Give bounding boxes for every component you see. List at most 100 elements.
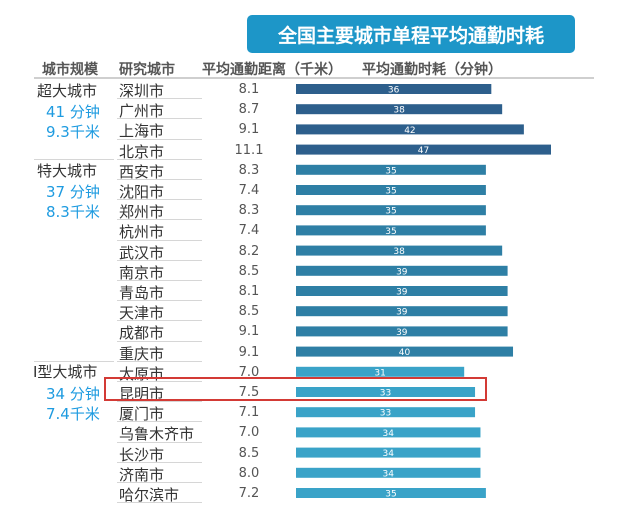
bar-value-label: 34	[383, 469, 395, 479]
distance-value: 8.3	[238, 162, 260, 178]
header-city: 研究城市	[119, 62, 175, 78]
distance-value: 7.2	[238, 486, 260, 501]
bar	[296, 205, 486, 216]
city-label: 哈尔滨市	[119, 486, 180, 504]
city-label: 天津市	[119, 304, 165, 323]
distance-value: 9.1	[238, 344, 260, 360]
row-divider	[117, 259, 202, 261]
row-divider	[117, 360, 202, 362]
bar-value-label: 39	[396, 288, 408, 298]
bar	[296, 306, 508, 317]
tier-time-megacity: 41 分钟	[46, 103, 100, 121]
bar	[296, 265, 508, 276]
row-divider	[117, 441, 202, 443]
bar	[296, 225, 486, 236]
row-divider	[117, 179, 202, 180]
bar	[296, 366, 465, 377]
row-divider	[117, 158, 202, 160]
bar-value-label: 35	[385, 227, 396, 237]
city-label: 青岛市	[119, 284, 165, 302]
row-divider	[117, 138, 202, 140]
bar	[296, 144, 551, 155]
row-divider	[117, 219, 202, 221]
bar	[296, 467, 481, 478]
bar-value-label: 47	[418, 146, 429, 156]
row-divider	[117, 320, 202, 322]
bar	[296, 407, 476, 418]
bar	[296, 245, 503, 256]
tier-dist-type1-large: 7.4千米	[46, 405, 100, 423]
bar-value-label: 33	[380, 389, 391, 399]
city-label: 乌鲁木齐市	[119, 425, 195, 444]
city-label: 南京市	[119, 263, 165, 282]
header-distance: 平均通勤距离（千米）	[202, 62, 342, 78]
row-divider	[117, 98, 202, 100]
bar-value-label: 35	[385, 187, 396, 197]
bar	[296, 164, 486, 175]
row-divider	[117, 199, 202, 201]
row-divider	[117, 239, 202, 241]
distance-value: 9.1	[238, 324, 260, 340]
distance-value: 7.4	[238, 183, 260, 198]
tier-dist-super-large: 8.3千米	[46, 203, 100, 221]
city-label: 上海市	[119, 122, 165, 141]
city-label: 杭州市	[119, 223, 165, 242]
city-label: 郑州市	[119, 203, 165, 222]
bar-value-label: 38	[393, 247, 405, 257]
chart-title: 全国主要城市单程平均通勤时耗	[247, 15, 575, 53]
tier-name-super-large: 特大城市	[37, 162, 98, 180]
distance-value: 7.5	[238, 385, 260, 400]
distance-value: 8.5	[238, 445, 260, 461]
city-label: 深圳市	[119, 82, 165, 100]
bar-value-label: 42	[404, 126, 415, 136]
bar-value-label: 39	[396, 308, 408, 318]
city-label: 沈阳市	[119, 183, 165, 201]
distance-value: 7.1	[238, 405, 260, 421]
bar	[296, 286, 508, 296]
row-divider	[117, 381, 202, 382]
city-label: 厦门市	[119, 405, 165, 424]
distance-value: 8.7	[238, 102, 260, 118]
city-label: 西安市	[119, 162, 165, 181]
bar-value-label: 34	[383, 449, 395, 459]
tier-divider	[34, 360, 114, 362]
distance-value: 9.1	[238, 122, 260, 138]
bar-value-label: 39	[396, 267, 408, 277]
distance-value: 8.3	[238, 203, 260, 219]
distance-value: 11.1	[234, 142, 264, 158]
bar-value-label: 31	[374, 368, 385, 378]
bar	[296, 84, 492, 94]
city-label: 昆明市	[119, 385, 165, 403]
distance-value: 7.0	[238, 364, 260, 380]
highlight-box-kunming	[104, 377, 487, 401]
row-divider	[117, 401, 202, 403]
bar	[296, 427, 481, 438]
distance-value: 8.5	[238, 304, 260, 320]
bar	[296, 346, 514, 357]
row-divider	[117, 118, 202, 120]
distance-value: 8.0	[238, 465, 260, 481]
city-label: 广州市	[119, 102, 165, 121]
bar	[296, 124, 524, 135]
row-divider	[117, 340, 202, 342]
bar-value-label: 34	[383, 429, 395, 439]
tier-time-super-large: 37 分钟	[46, 183, 100, 201]
bar-value-label: 35	[385, 166, 396, 176]
city-label: 济南市	[119, 465, 165, 484]
tier-dist-megacity: 9.3千米	[46, 123, 100, 141]
bar-value-label: 35	[385, 207, 396, 217]
header-divider	[34, 77, 594, 79]
row-divider	[117, 280, 202, 281]
tier-name-type1-large: Ⅰ型大城市	[33, 363, 98, 381]
bar-value-label: 38	[393, 106, 405, 116]
tier-name-megacity: 超大城市	[37, 82, 98, 100]
bar	[296, 104, 503, 115]
city-label: 成都市	[119, 324, 165, 343]
bar	[296, 387, 476, 397]
city-label: 长沙市	[119, 445, 165, 464]
bar-value-label: 40	[399, 348, 411, 358]
header-time: 平均通勤时耗（分钟）	[362, 62, 502, 78]
distance-value: 8.5	[238, 263, 260, 279]
distance-value: 8.1	[238, 82, 260, 97]
